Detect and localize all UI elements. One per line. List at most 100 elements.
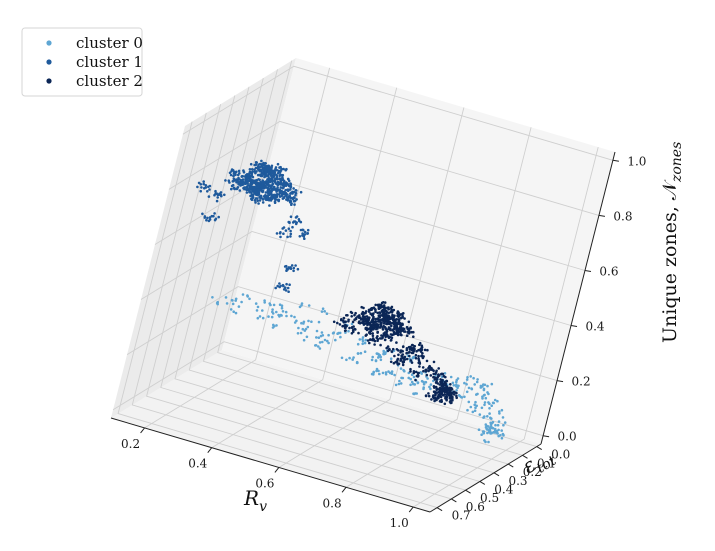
data-point [501,416,505,419]
data-point [290,203,293,206]
data-point [248,297,251,301]
data-point [387,314,391,318]
data-point [382,322,386,325]
data-point [427,369,430,373]
data-point [266,167,270,170]
data-point [348,356,351,360]
data-point [416,381,420,384]
data-point [418,341,422,345]
data-point [211,296,214,299]
data-point [235,187,239,190]
data-point [426,348,429,352]
data-point [281,310,285,313]
x-tick-mark [341,486,347,493]
data-point [427,394,431,398]
data-point [377,369,380,373]
data-point [256,193,260,197]
data-point [264,191,268,194]
data-point [432,369,435,373]
data-point [301,327,305,331]
data-point [434,372,437,376]
data-point [452,393,456,396]
data-point [288,266,291,270]
data-point [256,316,260,320]
data-point [470,387,473,390]
data-point [430,398,433,401]
data-point [381,328,385,331]
data-point [264,194,267,197]
y-tick-mark [508,463,514,468]
data-point [434,377,438,380]
data-point [248,168,252,171]
data-point [401,327,405,331]
data-point [255,197,259,200]
data-point [264,162,267,165]
data-point [368,316,371,320]
data-point [443,393,447,396]
data-point [482,388,486,392]
z-tick-mark [584,269,592,272]
data-point [295,215,299,218]
data-point [392,315,396,319]
data-point [449,383,452,386]
data-point [280,314,283,317]
data-point [396,358,399,362]
data-point [237,169,241,173]
data-point [208,188,211,191]
data-point [432,360,436,364]
data-point [379,322,383,326]
data-point [288,194,292,198]
data-point [442,388,445,392]
data-point [357,316,361,319]
data-point [395,318,399,321]
data-point [278,282,281,285]
data-point [385,334,389,337]
data-point [410,380,414,384]
data-point [449,395,452,398]
data-point [216,196,219,199]
data-point [408,354,411,358]
data-point [371,334,375,338]
data-point [403,317,406,320]
data-point [401,312,404,316]
data-point [432,394,435,397]
data-point [216,193,220,197]
data-point [362,318,365,322]
data-point [390,317,393,320]
data-point [387,317,390,320]
data-point [201,212,204,216]
data-point [392,328,395,331]
y-gridline [174,86,495,474]
data-point [389,306,393,310]
data-point [272,303,276,307]
data-point [260,159,263,163]
data-point [490,382,494,386]
data-point [414,378,417,382]
data-point [289,215,293,218]
data-point [268,204,271,207]
data-point [407,376,411,380]
data-point [280,167,283,171]
data-point [422,380,425,384]
data-point [401,360,405,364]
data-point [199,189,202,193]
data-point [463,381,466,385]
data-point [384,371,388,374]
data-point [425,359,429,363]
data-point [274,286,278,290]
data-point [302,228,305,232]
data-point [279,189,283,193]
z-gridline [140,231,572,326]
data-point [432,397,436,400]
data-point [408,348,412,351]
data-point [463,395,466,399]
data-point [241,180,245,184]
data-point [302,233,306,237]
data-point [399,327,403,330]
data-point [303,230,307,234]
data-point [377,314,381,317]
data-point [327,333,330,337]
x-tick-label: 0.6 [255,476,274,490]
x-tick-label: 0.8 [323,496,342,510]
